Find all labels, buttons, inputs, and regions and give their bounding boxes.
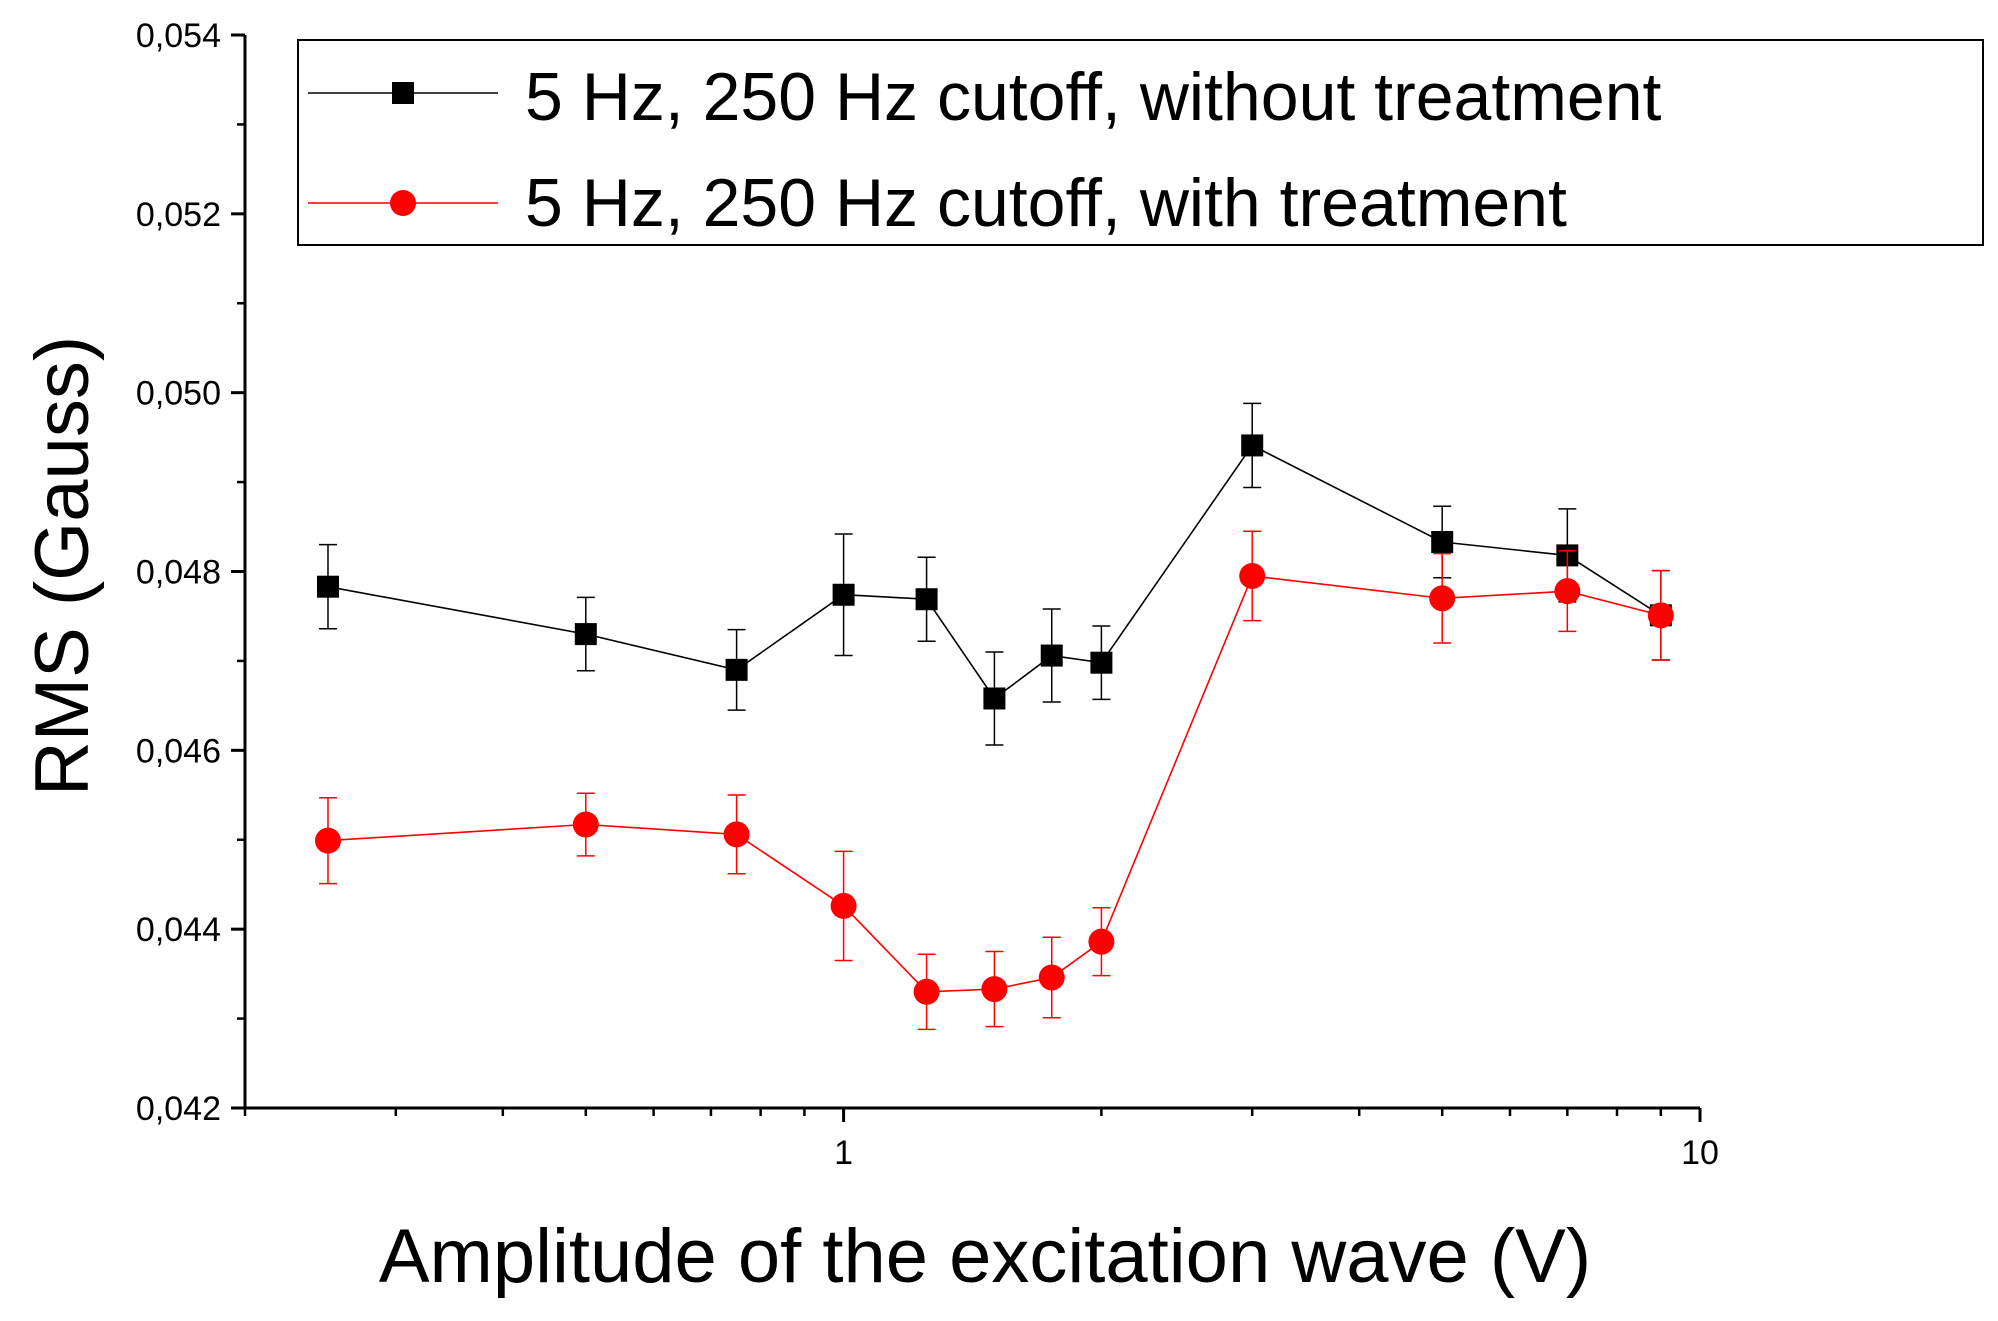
legend-marker-square bbox=[392, 82, 414, 104]
legend-item-with-treatment: 5 Hz, 250 Hz cutoff, with treatment bbox=[308, 165, 1567, 241]
y-tick-label: 0,046 bbox=[136, 732, 221, 770]
legend-item-without-treatment: 5 Hz, 250 Hz cutoff, without treatment bbox=[308, 59, 1662, 135]
legend-box bbox=[297, 39, 1984, 246]
data-point-square bbox=[832, 583, 855, 606]
series-without-treatment bbox=[316, 402, 1672, 746]
x-tick-label: 1 bbox=[834, 1134, 853, 1172]
data-point-circle bbox=[830, 892, 857, 919]
data-point-square bbox=[574, 623, 597, 646]
y-tick-label: 0,048 bbox=[136, 554, 221, 592]
data-point-circle bbox=[1429, 585, 1456, 612]
ticks: 0,042 0,044 0,046 0,048 0,050 0,052 0,054 1 10 bbox=[136, 17, 1719, 1172]
data-point-circle bbox=[1088, 928, 1115, 955]
data-point-square bbox=[983, 687, 1006, 710]
data-point-square bbox=[725, 658, 748, 681]
data-point-square bbox=[316, 575, 339, 598]
data-point-circle bbox=[314, 827, 341, 854]
y-tick-label: 0,052 bbox=[136, 196, 221, 234]
data-point-circle bbox=[913, 978, 940, 1005]
x-axis-title: Amplitude of the excitation wave (V) bbox=[379, 1214, 1591, 1299]
data-point-circle bbox=[1239, 562, 1266, 589]
legend-label-without-treatment: 5 Hz, 250 Hz cutoff, without treatment bbox=[525, 59, 1662, 135]
data-point-circle bbox=[1647, 602, 1674, 629]
data-point-circle bbox=[723, 821, 750, 848]
y-tick-label: 0,042 bbox=[136, 1090, 221, 1128]
data-point-square bbox=[1431, 530, 1454, 553]
y-axis-title: RMS (Gauss) bbox=[20, 336, 105, 796]
data-point-circle bbox=[1554, 578, 1581, 605]
data-point-square bbox=[1241, 434, 1264, 457]
data-point-circle bbox=[1038, 964, 1065, 991]
y-tick-label: 0,050 bbox=[136, 375, 221, 413]
x-tick-label: 10 bbox=[1681, 1134, 1719, 1172]
series-with-treatment bbox=[314, 530, 1674, 1031]
data-point-square bbox=[1040, 644, 1063, 667]
legend-marker-circle bbox=[390, 190, 416, 216]
data-point-circle bbox=[572, 811, 599, 838]
legend-label-with-treatment: 5 Hz, 250 Hz cutoff, with treatment bbox=[525, 165, 1567, 241]
data-point-square bbox=[1090, 651, 1113, 674]
series-line bbox=[327, 444, 1662, 700]
y-tick-label: 0,054 bbox=[136, 17, 221, 55]
legend: 5 Hz, 250 Hz cutoff, without treatment 5… bbox=[297, 39, 1984, 246]
series-layer bbox=[314, 402, 1674, 1031]
data-point-square bbox=[915, 588, 938, 611]
y-tick-label: 0,044 bbox=[136, 911, 221, 949]
data-point-circle bbox=[981, 976, 1008, 1003]
series-line bbox=[327, 575, 1661, 993]
